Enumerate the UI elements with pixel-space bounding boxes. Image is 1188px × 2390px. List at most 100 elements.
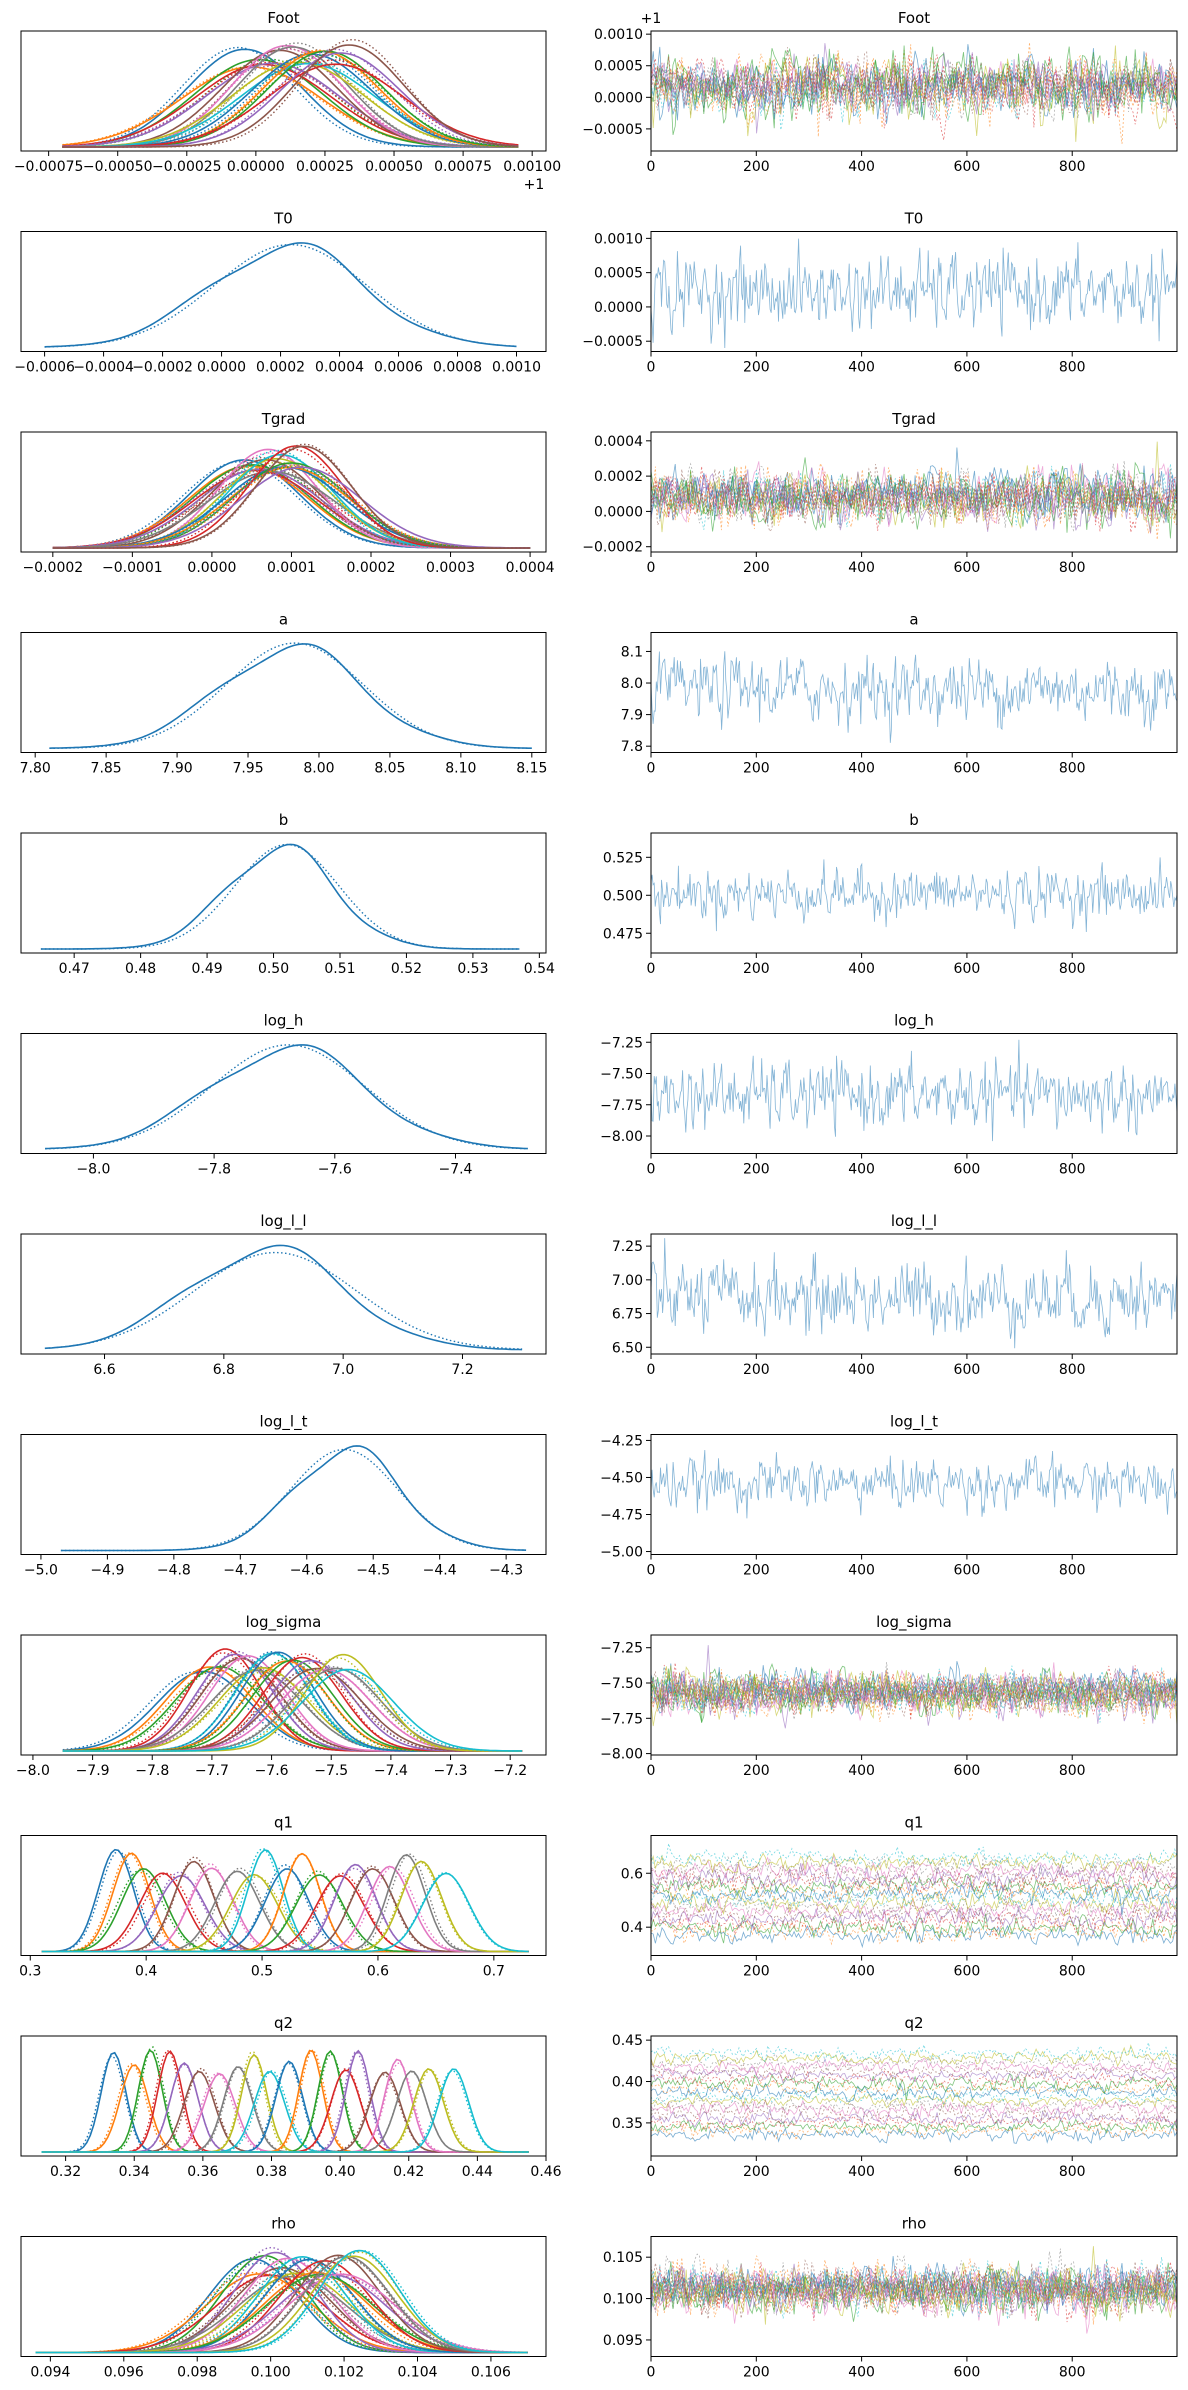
density-line-q1-11-dotted (41, 1852, 529, 1953)
trace-xticklabel-rho-3: 600 (954, 2365, 981, 2381)
trace-xticklabel-Tgrad-3: 600 (954, 560, 981, 576)
density-xticklabel-log_l_t-1: −4.9 (90, 1563, 124, 1579)
trace-xticklabel-log_l_l-2: 400 (848, 1362, 875, 1378)
trace-yticklabel-Foot-3: 0.0010 (594, 27, 643, 43)
density-title-Foot: Foot (267, 9, 299, 27)
density-title-log_h: log_h (264, 1012, 304, 1031)
trace-panel-Tgrad: Tgrad 0 200 400 600 800 −0.0002 0.0000 0.0002 0.0… (582, 410, 1178, 576)
density-line-Tgrad-5-dotted (52, 456, 531, 549)
trace-xticklabel-q1-2: 400 (848, 1964, 875, 1980)
trace-line-q1-0 (651, 1923, 1177, 1949)
trace-xticklabel-log_l_l-1: 200 (743, 1362, 770, 1378)
density-line-Foot-7-solid (62, 46, 519, 148)
density-panel-Foot: Foot −0.00075 −0.00050 −0.00025 0.00000 0.000… (14, 9, 561, 193)
trace-yticklabel-b-0: 0.475 (603, 926, 643, 942)
density-line-log_h-0-solid (45, 1044, 528, 1150)
density-line-Foot-4-dotted (62, 65, 519, 148)
trace-title-log_l_l: log_l_l (891, 1212, 937, 1231)
trace-line-q1-12 (651, 1873, 1177, 1900)
trace-xticklabel-T0-4: 800 (1059, 360, 1086, 376)
density-frame-log_l_l (20, 1233, 547, 1355)
density-xticklabel-log_sigma-6: −7.4 (374, 1763, 408, 1779)
trace-line-q2-18 (651, 2044, 1177, 2068)
trace-yticklabel-q2-0: 0.35 (612, 2116, 643, 2132)
density-line-rho-1-solid (35, 2273, 528, 2354)
trace-xticklabel-b-2: 400 (848, 961, 875, 977)
trace-xticklabel-a-2: 400 (848, 761, 875, 777)
trace-xticklabel-Foot-4: 800 (1059, 159, 1086, 175)
density-title-rho: rho (271, 2215, 296, 2233)
density-xticklabel-Foot-4: 0.00025 (296, 159, 354, 175)
trace-xticklabel-log_l_t-0: 0 (647, 1563, 656, 1579)
trace-yticklabel-q2-1: 0.40 (612, 2075, 643, 2091)
trace-xticklabel-log_h-3: 600 (954, 1162, 981, 1178)
trace-yticklabel-q1-1: 0.6 (621, 1866, 643, 1882)
trace-xticklabel-log_l_t-1: 200 (743, 1563, 770, 1579)
density-line-log_sigma-19-dotted (62, 1669, 523, 1752)
density-xticklabel-Foot-3: 0.00000 (227, 159, 285, 175)
density-line-rho-4-dotted (35, 2246, 528, 2354)
trace-yticklabel-rho-1: 0.100 (603, 2292, 643, 2308)
trace-line-Foot-12 (651, 45, 1177, 124)
trace-line-q2-5 (651, 2102, 1177, 2126)
density-xticklabel-T0-5: 0.0004 (315, 360, 364, 376)
density-line-Tgrad-14-dotted (52, 464, 531, 549)
trace-line-Tgrad-5 (651, 464, 1177, 533)
trace-line-b-0 (651, 857, 1177, 933)
trace-yticklabel-log_sigma-0: −8.00 (600, 1747, 643, 1763)
density-xticklabel-log_sigma-7: −7.3 (434, 1763, 468, 1779)
trace-xticklabel-q2-0: 0 (647, 2164, 656, 2180)
density-line-T0-0-solid (44, 242, 517, 348)
trace-title-rho: rho (902, 2215, 927, 2233)
trace-xticklabel-log_sigma-1: 200 (743, 1763, 770, 1779)
density-line-rho-16-dotted (35, 2272, 528, 2354)
density-xticklabel-q2-4: 0.40 (325, 2164, 356, 2180)
trace-panel-a: a 0 200 400 600 800 7.8 7.9 8.0 8.1 (621, 611, 1178, 777)
trace-xticklabel-rho-0: 0 (647, 2365, 656, 2381)
density-xticklabel-Foot-0: −0.00075 (14, 159, 84, 175)
density-line-q1-0-dotted (41, 1850, 529, 1953)
density-line-rho-7-dotted (35, 2273, 528, 2354)
density-frame-Tgrad (20, 431, 547, 553)
density-title-log_sigma: log_sigma (246, 1613, 322, 1632)
trace-line-q2-2 (651, 2116, 1177, 2135)
trace-xticklabel-b-1: 200 (743, 961, 770, 977)
trace-panel-log_l_l: log_l_l 0 200 400 600 800 6.50 6.75 7.00 7.25 (612, 1212, 1178, 1378)
row-log_l_t: log_l_t−5.0 −4.9 −4.8 −4.7 −4.6 −4.5 −4.4 −4.3l… (20, 1413, 1178, 1579)
row-log_sigma: log_sigma −8.0 −7.9 −7.8 −7.7 −7.6 −7.5 −7.4 −7.… (16, 1613, 1178, 1779)
trace-title-T0: T0 (904, 210, 924, 228)
density-xticklabel-log_sigma-4: −7.6 (255, 1763, 289, 1779)
trace-line-log_sigma-19 (651, 1665, 1177, 1723)
trace-yticklabel-a-3: 8.1 (621, 644, 643, 660)
trace-yticklabel-log_l_t-3: −4.25 (600, 1433, 643, 1449)
density-xticklabel-q2-6: 0.44 (462, 2164, 493, 2180)
density-xticklabel-q2-2: 0.36 (187, 2164, 218, 2180)
density-xticklabel-a-1: 7.85 (91, 761, 122, 777)
trace-yticklabel-a-1: 7.9 (621, 708, 643, 724)
density-line-log_l_l-0-solid (44, 1244, 523, 1351)
trace-xticklabel-q2-2: 400 (848, 2164, 875, 2180)
trace-panel-b: b 0 200 400 600 800 0.475 0.500 0.525 (603, 811, 1178, 977)
density-frame-log_sigma (20, 1634, 547, 1756)
trace-xticklabel-Tgrad-4: 800 (1059, 560, 1086, 576)
trace-xticklabel-q1-0: 0 (647, 1964, 656, 1980)
density-frame-a (20, 632, 547, 753)
density-title-T0: T0 (273, 210, 293, 228)
trace-yticklabel-Tgrad-0: −0.0002 (582, 540, 643, 556)
density-line-q1-18-dotted (41, 1861, 529, 1953)
trace-xticklabel-q1-3: 600 (954, 1964, 981, 1980)
density-frame-log_l_t (20, 1434, 547, 1555)
trace-xticklabel-a-4: 800 (1059, 761, 1086, 777)
trace-xticklabel-rho-4: 800 (1059, 2365, 1086, 2381)
density-xticklabel-log_l_t-3: −4.7 (223, 1563, 257, 1579)
trace-xticklabel-q2-3: 600 (954, 2164, 981, 2180)
trace-frame-log_l_l (650, 1233, 1178, 1355)
density-xticklabel-q2-0: 0.32 (50, 2164, 81, 2180)
density-line-Tgrad-8-solid (52, 457, 531, 549)
trace-line-log_h-0 (651, 1039, 1177, 1142)
density-xticklabel-Tgrad-0: −0.0002 (22, 560, 83, 576)
trace-frame-Tgrad (650, 431, 1178, 553)
trace-xticklabel-q2-1: 200 (743, 2164, 770, 2180)
density-xticklabel-log_sigma-5: −7.5 (314, 1763, 348, 1779)
density-line-Foot-0-solid (62, 48, 519, 148)
